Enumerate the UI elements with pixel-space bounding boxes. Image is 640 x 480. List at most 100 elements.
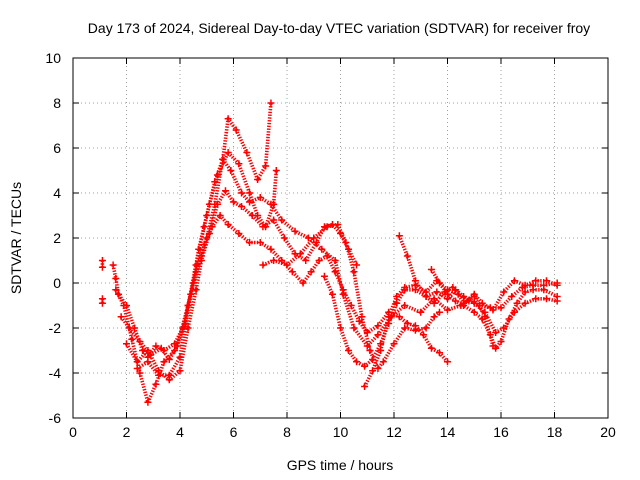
data-point: [98, 299, 106, 307]
data-point: [363, 342, 371, 350]
series-track-2: [98, 295, 106, 307]
data-point: [532, 277, 540, 285]
y-axis-ticks: -6 -4 -2 0 2 4 6 8 10: [45, 50, 608, 426]
data-point: [120, 302, 128, 309]
data-point: [374, 331, 382, 339]
data-point: [353, 261, 361, 269]
data-point: [176, 367, 184, 375]
data-point: [508, 293, 516, 300]
data-point: [449, 284, 457, 291]
data-point: [369, 367, 377, 375]
x-axis-label: GPS time / hours: [287, 457, 394, 473]
data-point: [374, 365, 382, 372]
data-point: [98, 263, 106, 271]
data-point: [243, 149, 251, 156]
data-point: [270, 200, 278, 208]
data-point: [98, 257, 106, 264]
data-point: [497, 304, 505, 312]
data-point: [216, 212, 224, 219]
data-point: [444, 306, 451, 314]
y-tick-label: 6: [53, 140, 61, 156]
data-point: [256, 194, 264, 201]
data-point: [152, 342, 160, 350]
data-point: [200, 241, 208, 249]
data-point: [192, 261, 200, 269]
data-point: [374, 322, 382, 330]
data-point: [492, 329, 500, 336]
data-point: [510, 308, 518, 316]
data-point: [213, 171, 221, 179]
data-point: [224, 149, 232, 156]
y-tick-label: -2: [49, 320, 62, 336]
data-point: [208, 223, 216, 231]
data-point: [270, 257, 278, 264]
data-point: [267, 99, 275, 107]
data-point: [152, 380, 160, 388]
plot-frame: [72, 57, 609, 419]
data-point: [393, 293, 401, 300]
data-point: [355, 317, 363, 325]
data-point: [444, 290, 451, 298]
data-point: [350, 268, 358, 276]
data-point: [192, 268, 200, 276]
data-point: [427, 344, 435, 352]
data-point: [345, 347, 353, 354]
data-point: [422, 293, 430, 300]
data-point: [500, 324, 508, 332]
data-point: [323, 223, 331, 231]
data-point: [310, 234, 318, 242]
data-point: [481, 308, 489, 316]
data-point: [361, 362, 369, 370]
data-point: [133, 358, 141, 366]
data-point: [144, 347, 152, 354]
data-point: [395, 232, 403, 240]
data-point: [435, 349, 443, 357]
data-point: [224, 221, 232, 228]
data-point: [192, 286, 200, 294]
x-tick-label: 0: [69, 424, 77, 440]
data-point: [272, 167, 280, 174]
data-point: [403, 252, 411, 260]
data-point: [353, 358, 361, 366]
y-tick-label: 2: [53, 230, 61, 246]
data-point: [379, 358, 387, 366]
data-point: [518, 284, 526, 291]
data-point: [235, 160, 243, 168]
data-point: [165, 356, 173, 363]
series-track-11: [395, 232, 561, 336]
x-tick-label: 20: [600, 424, 616, 440]
data-point: [246, 239, 254, 246]
data-point: [334, 221, 342, 228]
data-point: [246, 198, 254, 206]
x-tick-label: 6: [230, 424, 238, 440]
series-line: [114, 102, 273, 405]
data-point: [532, 295, 540, 303]
data-point: [390, 340, 398, 348]
data-point: [540, 286, 548, 294]
data-point: [246, 189, 254, 197]
series-line: [262, 222, 441, 371]
data-point: [470, 299, 478, 307]
grid: [73, 58, 608, 418]
data-point: [312, 239, 320, 246]
data-point: [238, 203, 246, 210]
data-point: [318, 245, 326, 253]
data-point: [157, 344, 165, 352]
data-point: [173, 342, 181, 350]
data-point: [224, 115, 232, 123]
data-point: [136, 369, 144, 377]
x-tick-label: 4: [176, 424, 184, 440]
data-point: [460, 293, 468, 300]
data-point: [230, 198, 237, 206]
data-point: [184, 302, 192, 309]
data-point: [419, 331, 427, 339]
data-point: [366, 347, 374, 354]
data-point: [342, 239, 350, 246]
data-point: [278, 216, 286, 224]
data-point: [403, 320, 411, 327]
data-point: [553, 293, 561, 300]
data-point: [112, 275, 120, 282]
series-line: [322, 275, 558, 369]
y-tick-label: 0: [53, 275, 61, 291]
